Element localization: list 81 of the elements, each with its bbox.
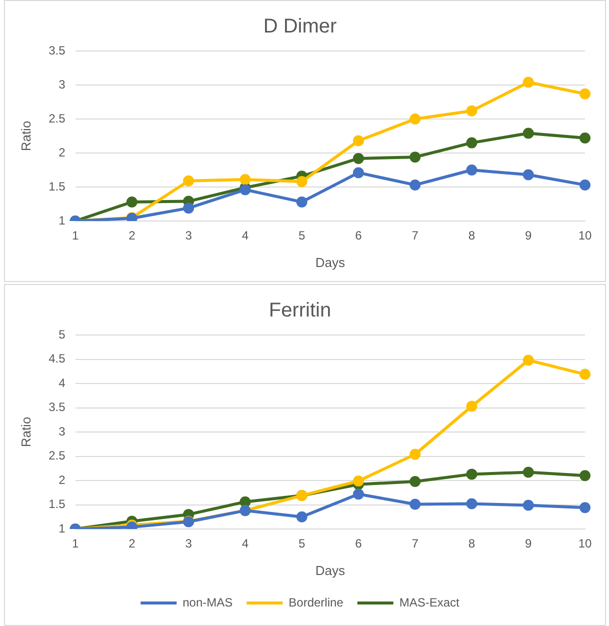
x-axis-title: Days [315, 254, 346, 270]
y-tick-label: 3 [58, 424, 66, 438]
point [296, 511, 308, 522]
x-tick-label: 6 [355, 536, 362, 551]
point [522, 500, 534, 511]
y-tick-label: 4.5 [48, 352, 66, 366]
x-tick-label: 7 [412, 536, 419, 551]
point [126, 196, 138, 208]
point [296, 196, 308, 208]
point [580, 132, 590, 144]
y-tick-label: 2 [58, 472, 66, 487]
legend-label: non-MAS [182, 595, 233, 610]
x-tick-label: 4 [242, 228, 249, 243]
x-tick-label: 9 [525, 536, 532, 551]
y-tick-label: 3 [58, 77, 66, 92]
y-axis-title: Ratio [18, 120, 34, 152]
point [410, 448, 421, 460]
point [466, 105, 478, 116]
y-tick-label: 4 [58, 376, 66, 390]
point [240, 174, 251, 186]
y-tick-label: 1.5 [48, 497, 66, 512]
point [522, 466, 534, 478]
y-tick-label: 1 [58, 213, 66, 228]
point [410, 152, 421, 163]
point [410, 179, 421, 190]
y-tick-label: 5 [58, 327, 66, 342]
point [466, 400, 478, 412]
point [240, 496, 251, 508]
y-tick-label: 2.5 [48, 448, 66, 463]
x-tick-label: 3 [185, 228, 192, 243]
point [352, 488, 364, 500]
point [352, 152, 364, 164]
point [580, 179, 590, 190]
x-tick-label: 1 [72, 228, 79, 243]
point [410, 114, 421, 124]
x-axis-title: Days [315, 562, 346, 578]
chart-title: D Dimer [263, 16, 337, 38]
point [522, 76, 534, 88]
point [522, 169, 534, 180]
x-tick-label: 2 [128, 536, 136, 551]
point [466, 498, 478, 510]
point [352, 135, 364, 146]
point [580, 88, 590, 100]
legend-label: MAS-Exact [399, 595, 460, 610]
point [352, 167, 364, 178]
x-tick-label: 10 [578, 536, 592, 551]
x-tick-label: 1 [72, 536, 79, 551]
point [183, 202, 194, 214]
point [183, 175, 194, 186]
y-tick-label: 1.5 [48, 179, 66, 194]
x-tick-label: 8 [468, 536, 476, 551]
point [580, 502, 590, 514]
x-tick-label: 7 [412, 228, 419, 243]
point [522, 354, 534, 366]
point [466, 137, 478, 148]
point [466, 468, 478, 480]
y-axis-title: Ratio [18, 416, 34, 448]
point [410, 498, 421, 510]
x-tick-label: 5 [298, 228, 306, 243]
x-tick-label: 2 [128, 228, 136, 243]
point [580, 470, 590, 482]
y-tick-label: 3.5 [48, 400, 66, 414]
x-tick-label: 4 [242, 536, 249, 551]
chart-title: Ferritin [268, 300, 332, 322]
x-tick-label: 9 [525, 228, 532, 243]
y-tick-label: 2 [58, 145, 66, 160]
point [522, 128, 534, 139]
x-tick-label: 6 [355, 228, 362, 243]
x-tick-label: 8 [468, 228, 476, 243]
point [296, 176, 308, 188]
x-tick-label: 5 [298, 536, 306, 551]
x-tick-label: 3 [185, 536, 192, 551]
point [352, 475, 364, 486]
y-tick-label: 2.5 [48, 111, 66, 126]
point [410, 476, 421, 487]
y-tick-label: 3.5 [48, 43, 66, 58]
point [466, 164, 478, 176]
legend-label: Borderline [288, 595, 344, 610]
x-tick-label: 10 [578, 228, 592, 243]
y-tick-label: 1 [58, 521, 66, 536]
point [580, 368, 590, 380]
